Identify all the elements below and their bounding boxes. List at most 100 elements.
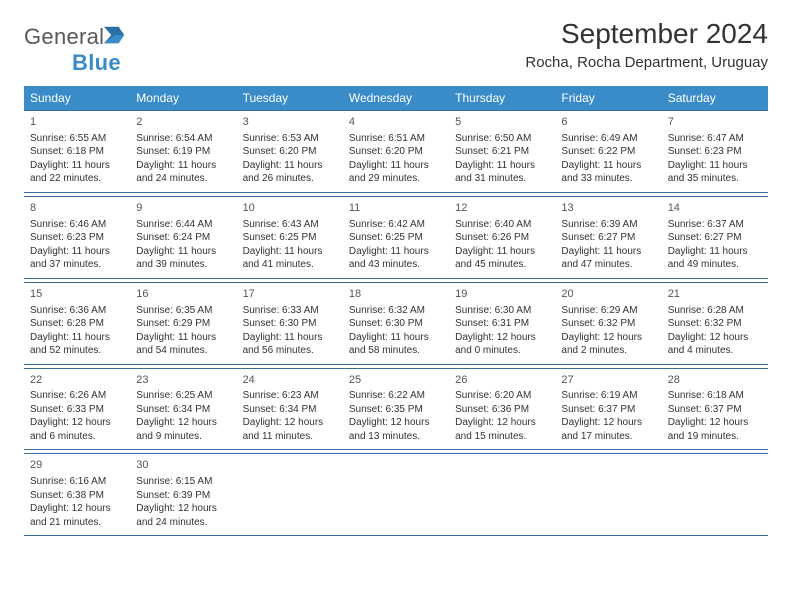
day-info-line: Daylight: 11 hours	[243, 245, 337, 259]
day-info-line: Sunrise: 6:28 AM	[668, 304, 762, 318]
day-cell	[662, 454, 768, 535]
day-info-line: and 15 minutes.	[455, 430, 549, 444]
day-info-line: Daylight: 11 hours	[243, 331, 337, 345]
day-info-line: and 11 minutes.	[243, 430, 337, 444]
day-info-line: and 19 minutes.	[668, 430, 762, 444]
day-info-line: Sunrise: 6:30 AM	[455, 304, 549, 318]
day-cell	[449, 454, 555, 535]
day-info-line: and 0 minutes.	[455, 344, 549, 358]
day-info-line: Sunset: 6:18 PM	[30, 145, 124, 159]
week-row: 15Sunrise: 6:36 AMSunset: 6:28 PMDayligh…	[24, 282, 768, 365]
day-header: Friday	[555, 86, 661, 110]
day-cell: 21Sunrise: 6:28 AMSunset: 6:32 PMDayligh…	[662, 283, 768, 364]
day-info-line: Sunrise: 6:50 AM	[455, 132, 549, 146]
day-info-line: Daylight: 11 hours	[30, 331, 124, 345]
day-info-line: Sunset: 6:25 PM	[349, 231, 443, 245]
day-info-line: and 47 minutes.	[561, 258, 655, 272]
day-info-line: Daylight: 11 hours	[136, 331, 230, 345]
day-cell: 1Sunrise: 6:55 AMSunset: 6:18 PMDaylight…	[24, 111, 130, 192]
day-info-line: Sunset: 6:23 PM	[30, 231, 124, 245]
day-number: 14	[668, 201, 762, 216]
day-info-line: and 26 minutes.	[243, 172, 337, 186]
day-info-line: Sunset: 6:24 PM	[136, 231, 230, 245]
day-info-line: and 45 minutes.	[455, 258, 549, 272]
location-text: Rocha, Rocha Department, Uruguay	[525, 54, 768, 71]
day-number: 29	[30, 458, 124, 473]
day-number: 21	[668, 287, 762, 302]
day-info-line: Sunset: 6:26 PM	[455, 231, 549, 245]
day-info-line: Daylight: 12 hours	[136, 416, 230, 430]
day-cell: 16Sunrise: 6:35 AMSunset: 6:29 PMDayligh…	[130, 283, 236, 364]
day-info-line: Daylight: 11 hours	[349, 159, 443, 173]
day-info-line: Sunset: 6:29 PM	[136, 317, 230, 331]
logo-text: General Blue	[24, 24, 126, 76]
day-info-line: and 6 minutes.	[30, 430, 124, 444]
day-cell: 9Sunrise: 6:44 AMSunset: 6:24 PMDaylight…	[130, 197, 236, 278]
day-number: 12	[455, 201, 549, 216]
day-cell	[237, 454, 343, 535]
day-info-line: Sunrise: 6:22 AM	[349, 389, 443, 403]
day-cell: 20Sunrise: 6:29 AMSunset: 6:32 PMDayligh…	[555, 283, 661, 364]
day-info-line: Sunrise: 6:55 AM	[30, 132, 124, 146]
day-info-line: and 49 minutes.	[668, 258, 762, 272]
day-info-line: and 22 minutes.	[30, 172, 124, 186]
day-info-line: Sunset: 6:22 PM	[561, 145, 655, 159]
day-number: 11	[349, 201, 443, 216]
day-info-line: and 41 minutes.	[243, 258, 337, 272]
day-cell: 4Sunrise: 6:51 AMSunset: 6:20 PMDaylight…	[343, 111, 449, 192]
day-header: Saturday	[662, 86, 768, 110]
day-info-line: Sunrise: 6:53 AM	[243, 132, 337, 146]
day-info-line: and 35 minutes.	[668, 172, 762, 186]
day-info-line: Daylight: 11 hours	[349, 331, 443, 345]
day-cell: 28Sunrise: 6:18 AMSunset: 6:37 PMDayligh…	[662, 369, 768, 450]
day-info-line: and 58 minutes.	[349, 344, 443, 358]
day-cell: 6Sunrise: 6:49 AMSunset: 6:22 PMDaylight…	[555, 111, 661, 192]
weeks-container: 1Sunrise: 6:55 AMSunset: 6:18 PMDaylight…	[24, 110, 768, 536]
day-info-line: Sunset: 6:20 PM	[243, 145, 337, 159]
day-number: 10	[243, 201, 337, 216]
day-info-line: Sunset: 6:25 PM	[243, 231, 337, 245]
day-info-line: Sunrise: 6:49 AM	[561, 132, 655, 146]
week-row: 8Sunrise: 6:46 AMSunset: 6:23 PMDaylight…	[24, 196, 768, 279]
day-info-line: and 9 minutes.	[136, 430, 230, 444]
day-headers-row: SundayMondayTuesdayWednesdayThursdayFrid…	[24, 86, 768, 110]
day-info-line: Sunset: 6:21 PM	[455, 145, 549, 159]
day-info-line: Daylight: 12 hours	[668, 331, 762, 345]
day-info-line: Daylight: 12 hours	[561, 331, 655, 345]
day-info-line: Daylight: 12 hours	[136, 502, 230, 516]
day-number: 6	[561, 115, 655, 130]
day-info-line: Sunset: 6:30 PM	[349, 317, 443, 331]
day-info-line: Sunset: 6:31 PM	[455, 317, 549, 331]
logo-arrow-icon	[104, 26, 126, 44]
day-info-line: Sunset: 6:35 PM	[349, 403, 443, 417]
day-info-line: Daylight: 12 hours	[349, 416, 443, 430]
day-info-line: Sunrise: 6:39 AM	[561, 218, 655, 232]
day-info-line: Daylight: 11 hours	[136, 159, 230, 173]
day-cell: 14Sunrise: 6:37 AMSunset: 6:27 PMDayligh…	[662, 197, 768, 278]
week-row: 22Sunrise: 6:26 AMSunset: 6:33 PMDayligh…	[24, 368, 768, 451]
day-info-line: Daylight: 12 hours	[668, 416, 762, 430]
day-number: 9	[136, 201, 230, 216]
day-info-line: Sunset: 6:39 PM	[136, 489, 230, 503]
day-number: 7	[668, 115, 762, 130]
day-number: 4	[349, 115, 443, 130]
day-info-line: Daylight: 11 hours	[455, 245, 549, 259]
day-info-line: and 31 minutes.	[455, 172, 549, 186]
day-info-line: and 13 minutes.	[349, 430, 443, 444]
day-number: 25	[349, 373, 443, 388]
day-cell: 23Sunrise: 6:25 AMSunset: 6:34 PMDayligh…	[130, 369, 236, 450]
day-info-line: Sunrise: 6:44 AM	[136, 218, 230, 232]
day-cell: 17Sunrise: 6:33 AMSunset: 6:30 PMDayligh…	[237, 283, 343, 364]
day-info-line: and 37 minutes.	[30, 258, 124, 272]
day-info-line: Sunrise: 6:16 AM	[30, 475, 124, 489]
day-number: 17	[243, 287, 337, 302]
day-number: 24	[243, 373, 337, 388]
day-cell: 5Sunrise: 6:50 AMSunset: 6:21 PMDaylight…	[449, 111, 555, 192]
day-cell: 30Sunrise: 6:15 AMSunset: 6:39 PMDayligh…	[130, 454, 236, 535]
day-cell: 26Sunrise: 6:20 AMSunset: 6:36 PMDayligh…	[449, 369, 555, 450]
day-info-line: Sunset: 6:38 PM	[30, 489, 124, 503]
day-number: 13	[561, 201, 655, 216]
day-cell: 13Sunrise: 6:39 AMSunset: 6:27 PMDayligh…	[555, 197, 661, 278]
day-number: 30	[136, 458, 230, 473]
day-cell: 22Sunrise: 6:26 AMSunset: 6:33 PMDayligh…	[24, 369, 130, 450]
